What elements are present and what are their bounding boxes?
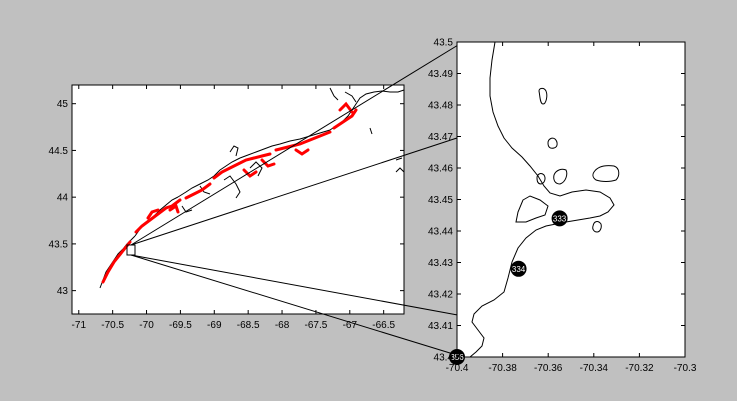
overview-ytick-label: 45 bbox=[57, 99, 69, 110]
overview-xtick-label: -69.5 bbox=[169, 320, 192, 331]
zoom-xtick-label: -70.36 bbox=[534, 363, 563, 374]
overview-xtick-label: -67.5 bbox=[305, 320, 328, 331]
station-marker bbox=[510, 260, 527, 277]
zoom-axis-ticks: -70.4 -70.38 -70.36 -70.34 -70.32 -70.343.443… bbox=[428, 38, 697, 375]
overview-xtick-label: -67 bbox=[343, 320, 358, 331]
zoom-xtick-label: -70.4 bbox=[446, 363, 469, 374]
overview-xtick-label: -71 bbox=[72, 320, 87, 331]
zoom-ytick-label: 43.47 bbox=[428, 132, 453, 143]
station-label: 333 bbox=[553, 214, 567, 223]
zoom-ytick-label: 43.5 bbox=[434, 38, 454, 49]
zoom-coastline bbox=[469, 41, 620, 358]
zoom-ytick-label: 43.46 bbox=[428, 164, 453, 175]
overview-ytick-label: 44.5 bbox=[49, 146, 69, 157]
connector-line bbox=[130, 41, 464, 246]
overview-ytick-label: 43.5 bbox=[49, 239, 69, 250]
station-label: 334 bbox=[512, 265, 526, 274]
overview-xtick-label: -68 bbox=[275, 320, 290, 331]
zoom-axes-box bbox=[456, 41, 686, 358]
zoom-ytick-label: 43.43 bbox=[428, 258, 453, 269]
connector-line bbox=[130, 254, 464, 358]
zoom-map-panel: 333334356 -70.4-70.38-70.36-70.34-70.32-… bbox=[428, 38, 697, 375]
zoom-ytick-label: 43.44 bbox=[428, 227, 453, 238]
connector-line bbox=[130, 135, 464, 246]
zoom-ytick-label: 43.48 bbox=[428, 101, 453, 112]
overview-map-panel: -71 -70.5 -70 -69.5 -69 -68.5 -68 -67.5 -67 -66.5… bbox=[49, 84, 405, 331]
overview-highlight-overlay bbox=[101, 101, 358, 284]
overview-xtick-label: -70 bbox=[139, 320, 154, 331]
zoom-xtick-label: -70.34 bbox=[580, 363, 609, 374]
zoom-xtick-label: -70.3 bbox=[674, 363, 697, 374]
zoom-xtick-label: -70.32 bbox=[625, 363, 654, 374]
overview-xtick-label: -66.5 bbox=[372, 320, 395, 331]
zoom-ytick-label: 43.45 bbox=[428, 195, 453, 206]
overview-xtick-label: -70.5 bbox=[101, 320, 124, 331]
zoom-ytick-label: 43.49 bbox=[428, 69, 453, 80]
overview-ytick-label: 43 bbox=[57, 286, 69, 297]
zoom-ytick-label: 43.41 bbox=[428, 321, 453, 332]
overview-xtick-label: -68.5 bbox=[237, 320, 260, 331]
connector-line bbox=[130, 254, 464, 317]
overview-axes-box bbox=[71, 84, 405, 315]
zoom-xtick-label: -70.38 bbox=[488, 363, 517, 374]
zoom-ytick-label: 43.42 bbox=[428, 290, 453, 301]
overview-axis-ticks: -71 -70.5 -70 -69.5 -69 -68.5 -68 -67.5 -67 -66.5… bbox=[49, 85, 404, 331]
overview-ytick-label: 44 bbox=[57, 193, 69, 204]
zoom-ytick-label: 43.4 bbox=[434, 353, 454, 364]
station-marker bbox=[551, 210, 568, 227]
zoom-connector-lines bbox=[130, 41, 464, 358]
overview-xtick-label: -69 bbox=[207, 320, 222, 331]
